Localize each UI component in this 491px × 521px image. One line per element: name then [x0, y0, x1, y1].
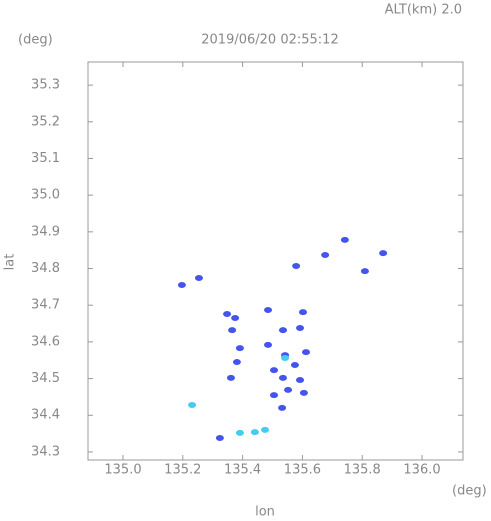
- echo-point: [264, 341, 273, 348]
- x-axis-title: lon: [255, 505, 275, 520]
- echo-point: [250, 429, 259, 436]
- echo-point: [278, 374, 287, 381]
- echo-point: [226, 374, 235, 381]
- echo-point: [235, 345, 244, 352]
- x-tick-label: 135.8: [344, 463, 381, 478]
- x-tick-label: 135.0: [104, 463, 141, 478]
- echo-point: [299, 389, 308, 396]
- y-unit: (deg): [18, 33, 53, 48]
- echo-point: [281, 355, 290, 362]
- y-tick-label: 34.7: [31, 298, 60, 313]
- x-tick-label: 135.2: [164, 463, 201, 478]
- echo-point: [188, 401, 197, 408]
- echo-point: [299, 309, 308, 316]
- chart-title: 2019/06/20 02:55:12: [201, 33, 338, 48]
- echo-point: [321, 251, 330, 258]
- echo-point: [215, 434, 224, 441]
- y-tick-label: 34.9: [31, 224, 60, 239]
- y-tick-label: 34.5: [31, 371, 60, 386]
- y-tick-label: 35.2: [31, 114, 60, 129]
- echo-point: [360, 268, 369, 275]
- echo-point: [292, 262, 301, 269]
- x-tick-label: 135.6: [284, 463, 321, 478]
- echo-point: [264, 306, 273, 313]
- y-tick-label: 35.0: [31, 188, 60, 203]
- x-tick-label: 136.0: [403, 463, 440, 478]
- x-tick-label: 135.4: [224, 463, 261, 478]
- echo-point: [302, 349, 311, 356]
- echo-point: [278, 404, 287, 411]
- echo-point: [278, 327, 287, 334]
- plot-frame: [87, 61, 464, 461]
- x-unit: (deg): [452, 484, 487, 499]
- y-tick-label: 35.3: [31, 78, 60, 93]
- altitude-label: ALT(km) 2.0: [385, 3, 462, 18]
- echo-point: [270, 392, 279, 399]
- echo-point: [340, 236, 349, 243]
- echo-point: [231, 315, 240, 322]
- y-tick-label: 35.1: [31, 151, 60, 166]
- echo-point: [223, 311, 232, 318]
- y-tick-label: 34.8: [31, 261, 60, 276]
- echo-point: [232, 359, 241, 366]
- y-tick-label: 34.3: [31, 444, 60, 459]
- echo-point: [296, 377, 305, 384]
- y-tick-label: 34.4: [31, 408, 60, 423]
- echo-point: [194, 275, 203, 282]
- echo-point: [261, 426, 270, 433]
- echo-point: [177, 282, 186, 289]
- echo-point: [296, 324, 305, 331]
- echo-point: [284, 386, 293, 393]
- echo-point: [379, 250, 388, 257]
- echo-point: [228, 327, 237, 334]
- y-axis-title: lat: [3, 254, 18, 271]
- echo-point: [290, 361, 299, 368]
- echo-point: [235, 429, 244, 436]
- y-tick-label: 34.6: [31, 334, 60, 349]
- echo-point: [270, 367, 279, 374]
